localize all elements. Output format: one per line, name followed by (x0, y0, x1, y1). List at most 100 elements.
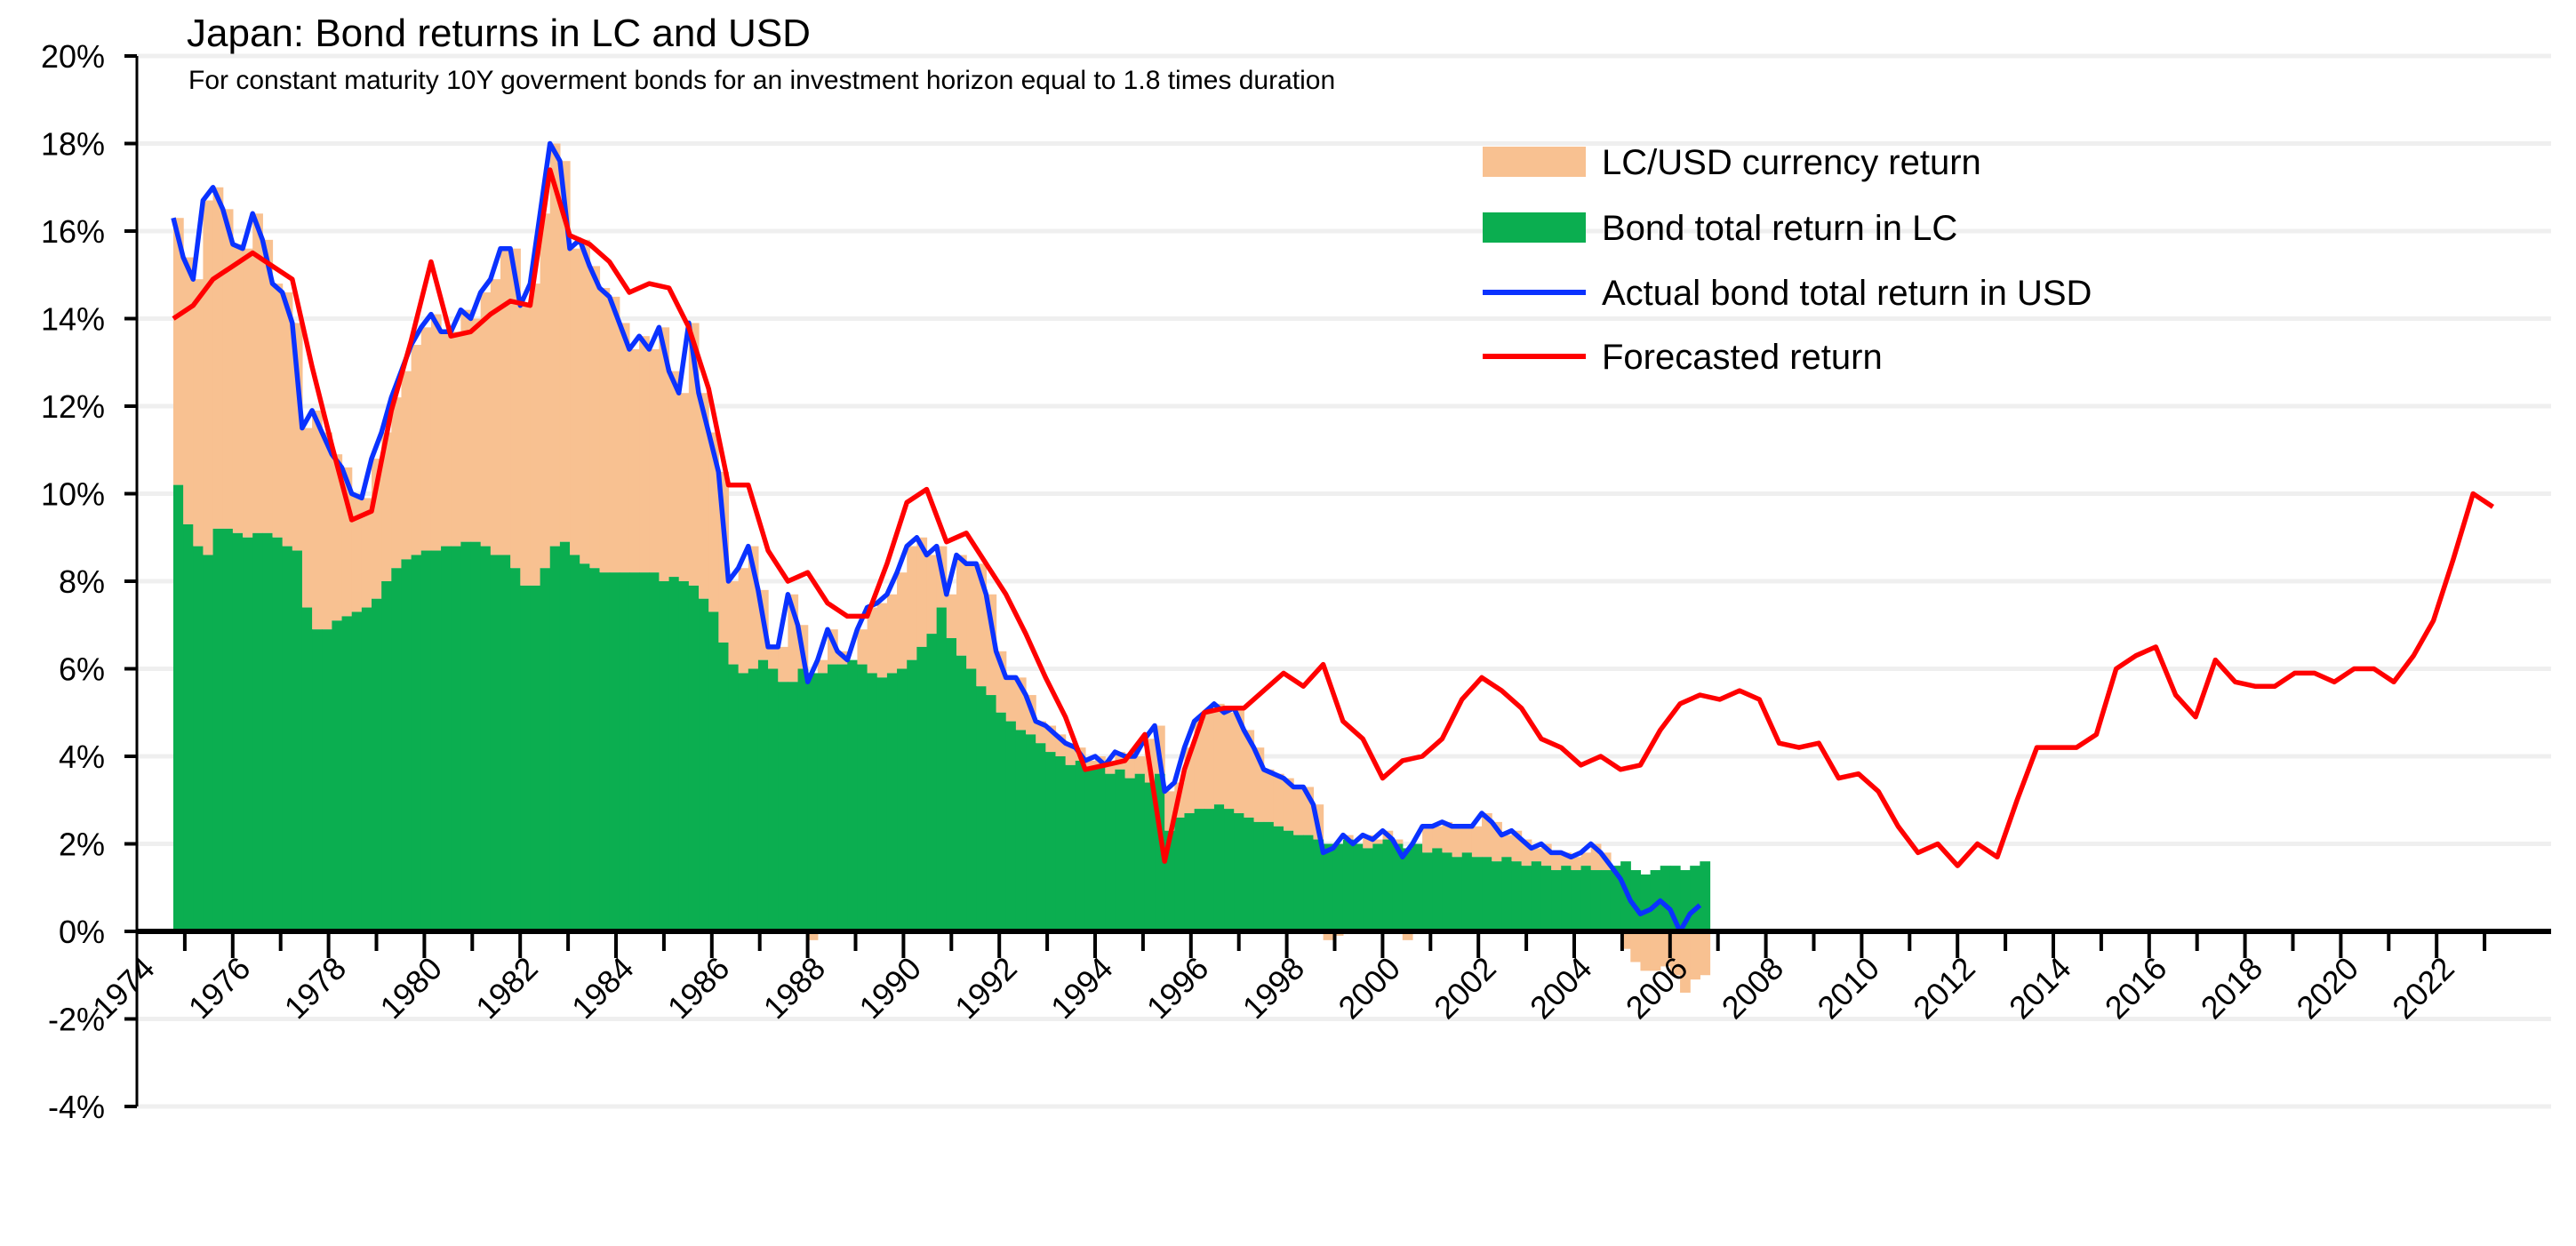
lc-return-bar (1590, 870, 1602, 931)
lc-return-bar (1244, 817, 1255, 931)
lc-return-bar (1075, 760, 1086, 931)
currency-return-bar (1055, 734, 1067, 756)
lc-return-bar (926, 634, 938, 931)
y-tick-label: 14% (41, 301, 105, 338)
currency-return-bar (262, 239, 274, 533)
currency-return-bar (1224, 712, 1235, 810)
currency-return-bar (1452, 826, 1463, 858)
lc-return-bar (540, 568, 551, 931)
currency-return-bar (857, 629, 868, 665)
currency-return-bar (559, 161, 571, 542)
currency-return-bar (372, 459, 382, 599)
lc-return-bar (936, 607, 948, 931)
lc-return-bar (897, 668, 908, 931)
lc-return-bar (332, 620, 343, 931)
lc-return-bar (1293, 835, 1304, 931)
x-tick-label: 1996 (1140, 950, 1216, 1026)
currency-return-bar (312, 410, 323, 630)
lc-return-bar (312, 629, 323, 931)
lc-return-bar (193, 546, 204, 931)
currency-return-bar (490, 279, 501, 555)
lc-return-bar (1015, 730, 1027, 931)
lc-return-bar (699, 598, 709, 931)
lc-return-bar (1204, 809, 1215, 931)
lc-return-bar (1492, 861, 1502, 931)
currency-return-bar (1561, 852, 1572, 867)
currency-return-bar (748, 546, 759, 669)
lc-return-bar (1680, 870, 1691, 931)
x-tick-label: 2010 (1810, 950, 1886, 1026)
lc-return-bar (1432, 848, 1444, 931)
lc-return-bar (986, 695, 997, 931)
lc-return-bar (420, 550, 432, 931)
y-tick-label: 16% (41, 213, 105, 250)
legend-label-lc: Bond total return in LC (1602, 209, 1957, 248)
currency-return-bar (500, 248, 511, 555)
currency-return-bar (619, 323, 630, 573)
x-tick-label: 2002 (1427, 950, 1503, 1026)
lc-return-bar (1155, 773, 1165, 931)
x-tick-label: 1978 (277, 950, 354, 1026)
currency-return-bar (282, 292, 293, 547)
y-tick-label: -2% (48, 1002, 105, 1038)
lc-return-bar (222, 528, 234, 931)
y-tick-label: 0% (59, 914, 105, 950)
currency-return-bar (589, 266, 601, 569)
currency-return-bar (817, 659, 828, 674)
forecast-line (172, 167, 2495, 868)
lc-return-bar (827, 664, 838, 931)
lc-return-bar (619, 572, 630, 931)
lc-return-bar (1005, 721, 1017, 931)
lc-return-bar (659, 581, 670, 931)
currency-return-bar (1005, 677, 1017, 722)
lc-return-bar (876, 677, 888, 931)
line-series (171, 140, 2495, 934)
lc-return-bar (1640, 874, 1652, 931)
y-tick-label: 2% (59, 827, 105, 863)
currency-return-bar (1461, 826, 1473, 853)
lc-return-bar (1194, 809, 1205, 931)
lc-return-bar (996, 712, 1007, 931)
currency-return-bar (1700, 931, 1711, 976)
currency-return-bar (1471, 826, 1483, 858)
lc-return-bar (1412, 843, 1423, 931)
currency-return-bar (341, 467, 353, 617)
currency-return-bar (351, 493, 363, 612)
lc-return-bar (1561, 866, 1572, 931)
lc-return-bar (1442, 852, 1453, 931)
currency-return-bar (570, 248, 580, 555)
currency-return-bar (451, 331, 461, 547)
currency-return-bar (1422, 826, 1433, 853)
lc-return-bar (589, 568, 601, 931)
currency-return-bar (441, 331, 452, 547)
lc-return-bar (708, 611, 719, 931)
x-tick-label: 2004 (1523, 950, 1599, 1026)
lc-return-bar (1253, 821, 1265, 931)
lc-return-bar (1690, 866, 1700, 931)
currency-return-bar (807, 931, 819, 940)
lc-return-bar (1332, 843, 1344, 931)
lc-return-bar (1540, 866, 1552, 931)
lc-return-bar (718, 642, 730, 931)
legend: LC/USD currency return Bond total return… (1483, 143, 2092, 377)
lc-return-bar (1105, 773, 1116, 931)
currency-return-bar (926, 555, 938, 635)
lc-return-bar (1144, 782, 1156, 931)
currency-return-bar (172, 218, 184, 485)
lc-return-bar (1273, 826, 1284, 931)
lc-return-bar (272, 537, 284, 931)
axes: -4%-2%0%2%4%6%8%10%12%14%16%18%20%1974 19… (41, 38, 2551, 1125)
currency-return-bar (946, 594, 957, 639)
currency-return-bar (1036, 721, 1046, 744)
currency-return-bar (1521, 839, 1532, 867)
currency-return-bar (907, 546, 917, 660)
currency-return-bar (876, 603, 888, 678)
y-tick-label: -4% (48, 1089, 105, 1125)
lc-return-bar (520, 585, 532, 931)
lc-return-bar (867, 673, 878, 931)
lc-return-bar (757, 659, 769, 931)
currency-return-bar (728, 581, 740, 665)
currency-return-bar (301, 427, 313, 608)
lc-return-bar (1363, 848, 1373, 931)
currency-return-bar (609, 296, 620, 573)
